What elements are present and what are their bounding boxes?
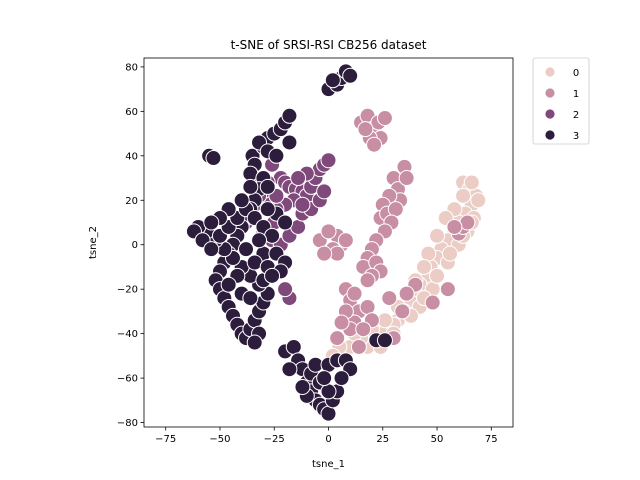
point-class-1 xyxy=(355,321,372,338)
x-tick-label: −50 xyxy=(209,434,230,445)
point-class-0 xyxy=(442,245,459,262)
point-class-3 xyxy=(320,405,337,422)
x-tick-label: 75 xyxy=(485,434,498,445)
point-class-2 xyxy=(320,152,337,169)
point-class-1 xyxy=(376,110,393,127)
point-class-0 xyxy=(429,227,446,244)
point-class-3 xyxy=(251,232,268,249)
legend-marker-2 xyxy=(544,108,556,120)
point-class-3 xyxy=(320,383,337,400)
point-class-1 xyxy=(320,223,337,240)
point-class-3 xyxy=(281,107,298,124)
y-tick-label: 60 xyxy=(125,107,138,118)
point-class-3 xyxy=(205,150,222,167)
legend-marker-3 xyxy=(544,129,556,141)
legend-marker-1 xyxy=(544,87,556,99)
point-class-3 xyxy=(285,338,302,355)
point-class-3 xyxy=(242,178,259,195)
point-class-1 xyxy=(359,298,376,315)
point-class-3 xyxy=(233,192,250,209)
y-tick-label: 20 xyxy=(125,196,138,207)
y-tick-label: 80 xyxy=(125,62,138,73)
point-class-1 xyxy=(329,330,346,347)
point-class-1 xyxy=(337,232,354,249)
point-class-2 xyxy=(294,196,311,213)
legend: 0 1 2 3 xyxy=(532,57,590,145)
point-class-1 xyxy=(381,290,398,307)
x-tick-label: −75 xyxy=(155,434,176,445)
point-class-3 xyxy=(242,290,259,307)
point-class-1 xyxy=(357,121,374,138)
point-class-0 xyxy=(463,174,480,191)
point-class-1 xyxy=(439,281,456,298)
point-class-3 xyxy=(342,67,359,84)
y-axis-label: tsne_2 xyxy=(88,226,99,259)
point-class-3 xyxy=(333,370,350,387)
point-class-3 xyxy=(259,201,276,218)
x-tick-label: 25 xyxy=(376,434,389,445)
point-class-3 xyxy=(203,241,220,258)
point-class-3 xyxy=(376,332,393,349)
y-axis: −80 −60 −40 −20 0 20 40 60 80 xyxy=(117,62,144,429)
point-class-3 xyxy=(268,147,285,164)
legend-label-3: 3 xyxy=(573,131,579,142)
x-tick-label: 0 xyxy=(325,434,331,445)
legend-label-2: 2 xyxy=(573,110,579,121)
legend-marker-0 xyxy=(544,66,556,78)
point-class-3 xyxy=(281,361,298,378)
point-class-1 xyxy=(366,136,383,153)
point-class-1 xyxy=(446,218,463,235)
point-class-3 xyxy=(316,370,333,387)
legend-label-0: 0 xyxy=(573,68,579,79)
point-class-2 xyxy=(290,170,307,187)
point-class-1 xyxy=(346,285,363,302)
x-axis-label: tsne_1 xyxy=(312,459,345,470)
x-tick-label: 50 xyxy=(431,434,444,445)
y-tick-label: 0 xyxy=(132,240,138,251)
point-class-3 xyxy=(264,267,281,284)
point-class-3 xyxy=(281,134,298,151)
point-class-1 xyxy=(316,245,333,262)
series-3 xyxy=(185,63,393,422)
point-class-3 xyxy=(238,241,255,258)
point-class-3 xyxy=(203,214,220,231)
point-class-1 xyxy=(398,285,415,302)
x-axis: −75 −50 −25 0 25 50 75 xyxy=(155,427,498,445)
point-class-3 xyxy=(259,178,276,195)
point-class-1 xyxy=(394,303,411,320)
point-class-1 xyxy=(333,314,350,331)
point-class-1 xyxy=(359,272,376,289)
y-tick-label: 40 xyxy=(125,151,138,162)
point-class-1 xyxy=(387,201,404,218)
point-class-1 xyxy=(398,170,415,187)
point-class-1 xyxy=(350,338,367,355)
point-class-3 xyxy=(220,276,237,293)
points-layer xyxy=(185,63,487,422)
point-class-0 xyxy=(455,187,472,204)
y-tick-label: −20 xyxy=(117,285,138,296)
point-class-2 xyxy=(277,281,294,298)
x-tick-label: −25 xyxy=(264,434,285,445)
series-1 xyxy=(311,107,476,355)
point-class-0 xyxy=(420,245,437,262)
y-tick-label: −60 xyxy=(117,374,138,385)
point-class-0 xyxy=(416,258,433,275)
point-class-3 xyxy=(294,378,311,395)
legend-label-1: 1 xyxy=(573,89,579,100)
y-tick-label: −40 xyxy=(117,329,138,340)
point-class-0 xyxy=(429,267,446,284)
point-class-0 xyxy=(470,192,487,209)
y-tick-label: −80 xyxy=(117,418,138,429)
point-class-2 xyxy=(316,183,333,200)
legend-frame xyxy=(532,57,590,145)
point-class-1 xyxy=(424,294,441,311)
point-class-3 xyxy=(324,72,341,89)
point-class-3 xyxy=(277,214,294,231)
chart-title: t-SNE of SRSI-RSI CB256 dataset xyxy=(231,38,427,52)
point-class-3 xyxy=(246,334,263,351)
